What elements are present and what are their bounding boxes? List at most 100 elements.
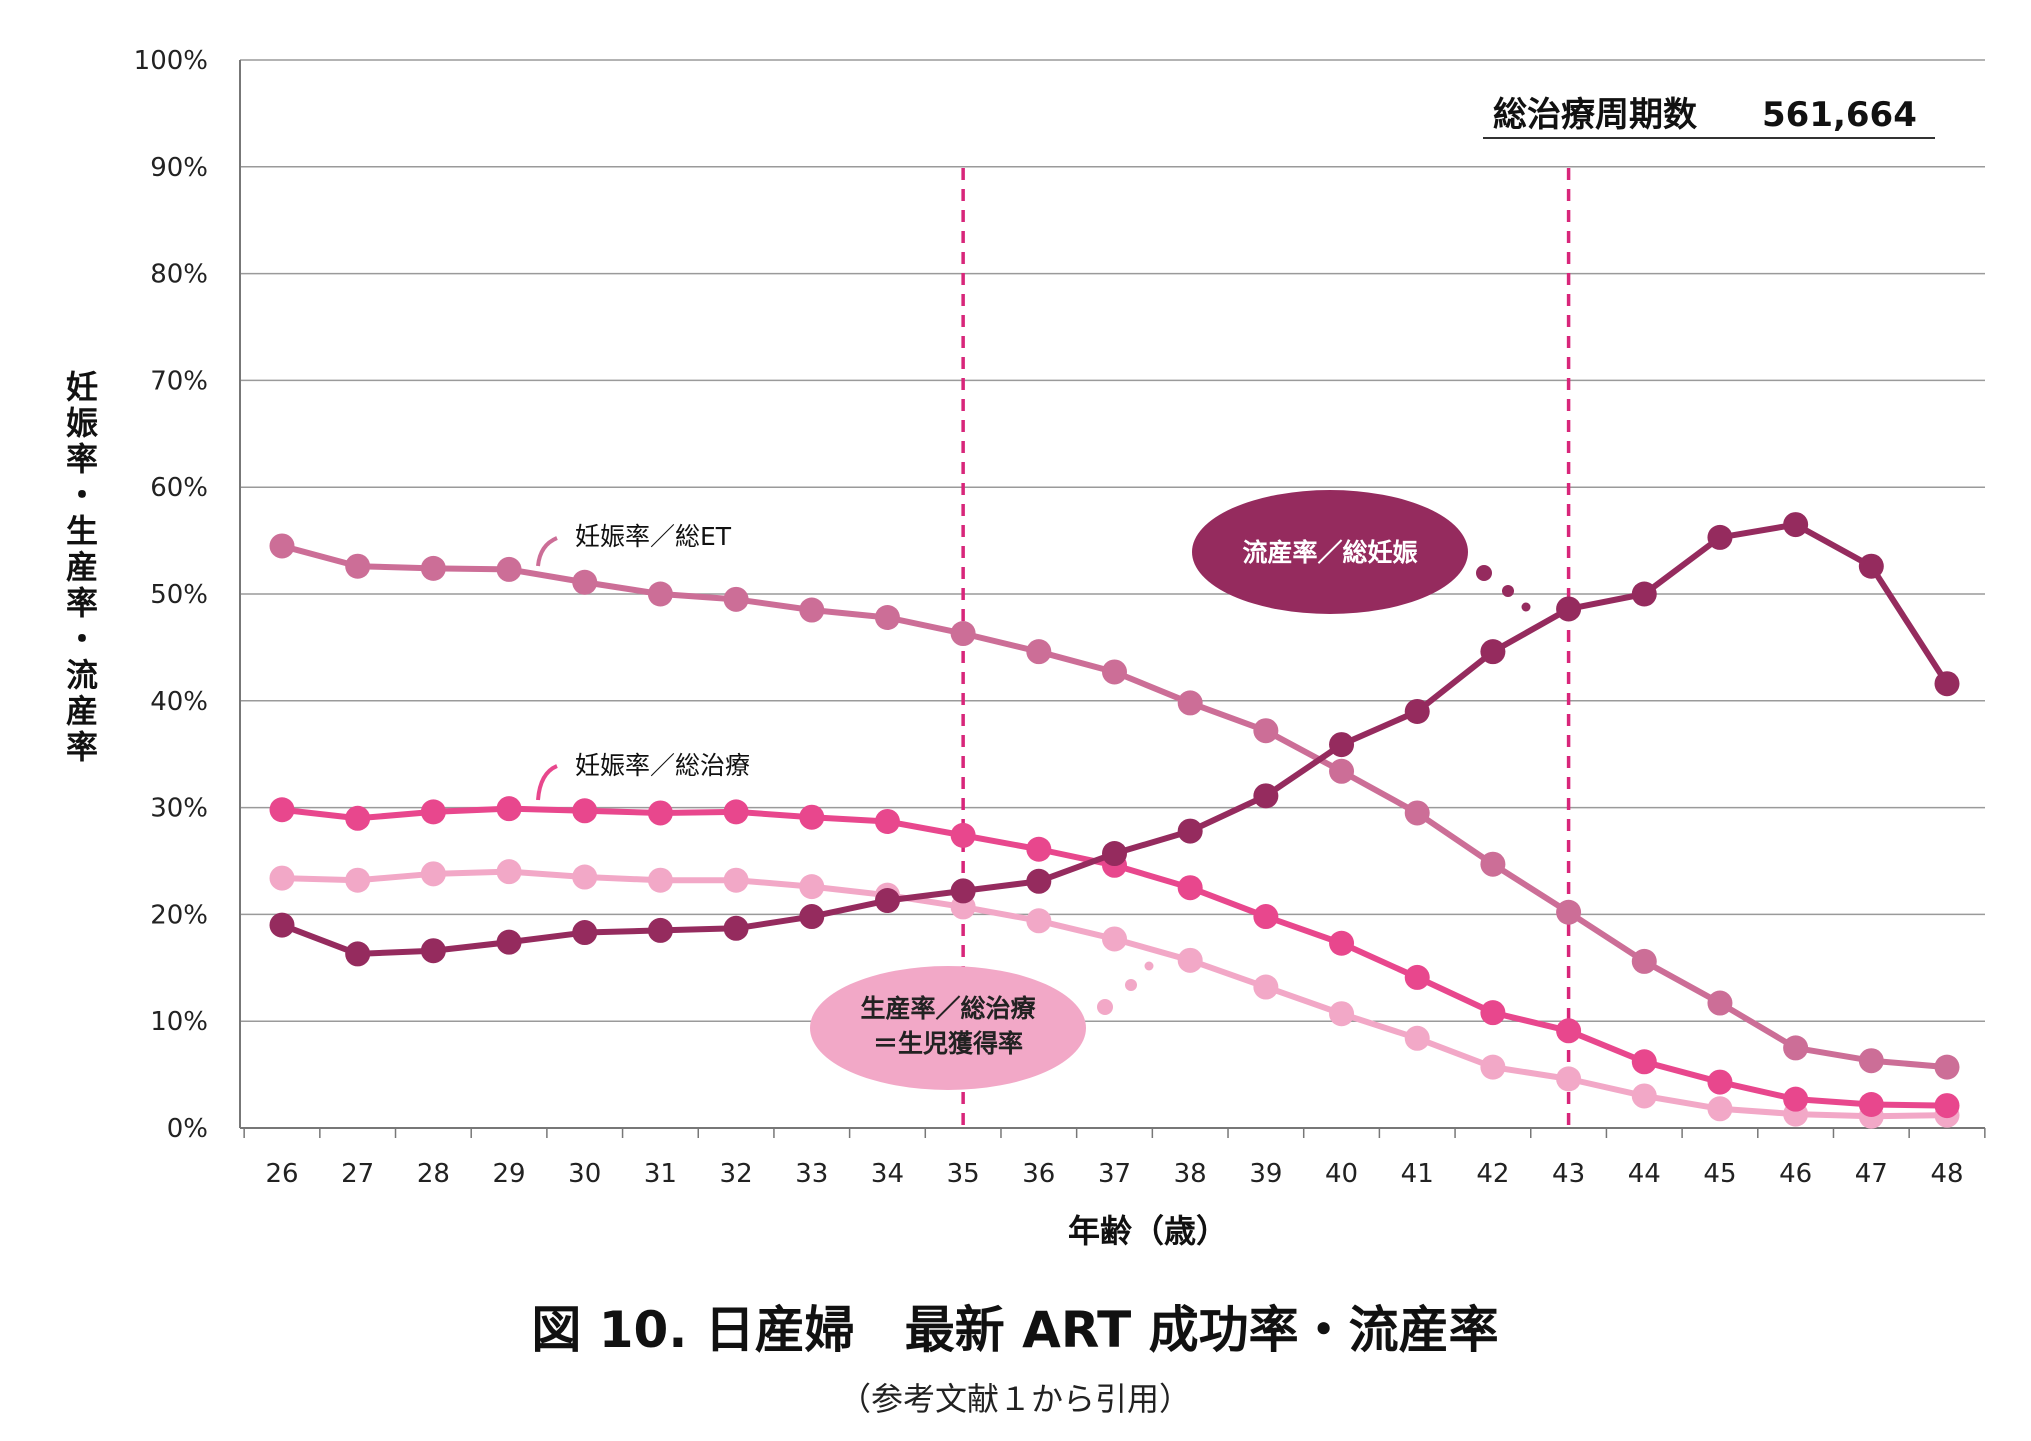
data-point: [496, 796, 522, 822]
data-point: [420, 555, 446, 581]
data-point: [647, 867, 673, 893]
data-point: [1707, 990, 1733, 1016]
data-point: [1556, 1066, 1582, 1092]
data-point: [1934, 671, 1960, 697]
livebirth-dot-3: [1144, 961, 1154, 971]
data-point: [1404, 1025, 1430, 1051]
total-cycles-value: 561,664: [1762, 95, 1917, 135]
data-point: [1253, 718, 1279, 744]
miscarriage-dot-3: [1521, 602, 1531, 612]
data-point: [799, 804, 825, 830]
data-point: [1934, 1093, 1960, 1119]
x-tick-label: 44: [1628, 1159, 1661, 1189]
data-point: [572, 569, 598, 595]
data-point: [420, 938, 446, 964]
data-point: [1480, 851, 1506, 877]
x-tick-label: 46: [1779, 1159, 1812, 1189]
livebirth-label-line2: ＝生児獲得率: [873, 1029, 1023, 1058]
data-point: [345, 553, 371, 579]
data-point: [1707, 1096, 1733, 1122]
data-point: [1556, 596, 1582, 622]
data-point: [1783, 1086, 1809, 1112]
data-point: [345, 867, 371, 893]
data-point: [1934, 1054, 1960, 1080]
series-group: [269, 512, 1960, 1129]
y-label-char: 流: [66, 656, 98, 694]
data-point: [1177, 818, 1203, 844]
x-axis-label: 年齢（歳）: [1068, 1212, 1228, 1250]
y-tick-label: 40%: [150, 687, 208, 717]
data-point: [647, 917, 673, 943]
y-label-char: ・: [66, 620, 98, 658]
y-tick-label: 70%: [150, 366, 208, 396]
data-point: [1253, 904, 1279, 930]
y-label-char: 産: [66, 548, 98, 586]
data-point: [1480, 1054, 1506, 1080]
x-tick-label: 27: [341, 1159, 374, 1189]
total-cycles-label: 総治療周期数: [1493, 95, 1697, 135]
data-point: [950, 621, 976, 647]
miscarriage-label: 流産率／総妊娠: [1242, 538, 1417, 567]
series-0: [269, 533, 1960, 1080]
pregnancy-total-callout: [536, 764, 558, 801]
data-point: [1707, 524, 1733, 550]
pregnancy-total-label: 妊娠率／総治療: [575, 751, 750, 780]
data-point: [799, 874, 825, 900]
data-point: [874, 888, 900, 914]
x-tick-label: 47: [1855, 1159, 1888, 1189]
y-tick-label: 10%: [150, 1007, 208, 1037]
y-tick-label: 0%: [167, 1114, 208, 1144]
data-point: [1026, 836, 1052, 862]
data-point: [1858, 1048, 1884, 1074]
x-tick-label: 37: [1098, 1159, 1131, 1189]
y-tick-label: 50%: [150, 580, 208, 610]
series-line: [280, 521, 1950, 957]
x-tick-label: 29: [492, 1159, 525, 1189]
x-tick-label: 40: [1325, 1159, 1358, 1189]
x-tick-label: 36: [1022, 1159, 1055, 1189]
data-point: [420, 861, 446, 887]
data-point: [572, 798, 598, 824]
x-axis-ticks: 26 27 28 29 30 31 32 33 34 35 36 37 38 39 40 41 42 43 44 45…: [243, 1128, 1986, 1189]
data-point: [1858, 553, 1884, 579]
data-point: [723, 799, 749, 825]
data-point: [1404, 698, 1430, 724]
data-point: [269, 865, 295, 891]
x-tick-label: 38: [1174, 1159, 1207, 1189]
x-tick-label: 42: [1476, 1159, 1509, 1189]
data-point: [1556, 1018, 1582, 1044]
data-point: [1329, 930, 1355, 956]
x-tick-label: 41: [1401, 1159, 1434, 1189]
x-tick-label: 26: [265, 1159, 298, 1189]
miscarriage-bubble: [1192, 490, 1468, 614]
y-label-char: 産: [66, 692, 98, 730]
data-point: [1102, 926, 1127, 952]
x-tick-label: 45: [1703, 1159, 1736, 1189]
y-label-char: ・: [66, 476, 98, 514]
data-point: [1631, 948, 1657, 974]
y-label-char: 生: [66, 512, 98, 550]
x-tick-label: 33: [795, 1159, 828, 1189]
data-point: [1329, 732, 1355, 758]
data-point: [1404, 964, 1430, 990]
data-point: [874, 808, 900, 834]
pregnancy-et-label: 妊娠率／総ET: [575, 522, 732, 551]
x-tick-label: 39: [1249, 1159, 1282, 1189]
y-tick-label: 100%: [134, 46, 208, 76]
data-point: [496, 556, 522, 582]
data-point: [1707, 1069, 1733, 1095]
y-tick-label: 80%: [150, 260, 208, 290]
data-point: [1102, 841, 1127, 867]
x-tick-label: 34: [871, 1159, 904, 1189]
data-point: [1253, 974, 1279, 1000]
data-point: [572, 864, 598, 890]
data-point: [269, 912, 295, 938]
chart-title: 図 10. 日産婦 最新 ART 成功率・流産率: [531, 1301, 1498, 1359]
data-point: [950, 878, 976, 904]
data-point: [1631, 1049, 1657, 1075]
y-tick-label: 60%: [150, 473, 208, 503]
data-point: [647, 581, 673, 607]
series-2: [269, 859, 1960, 1129]
data-point: [1404, 800, 1430, 826]
